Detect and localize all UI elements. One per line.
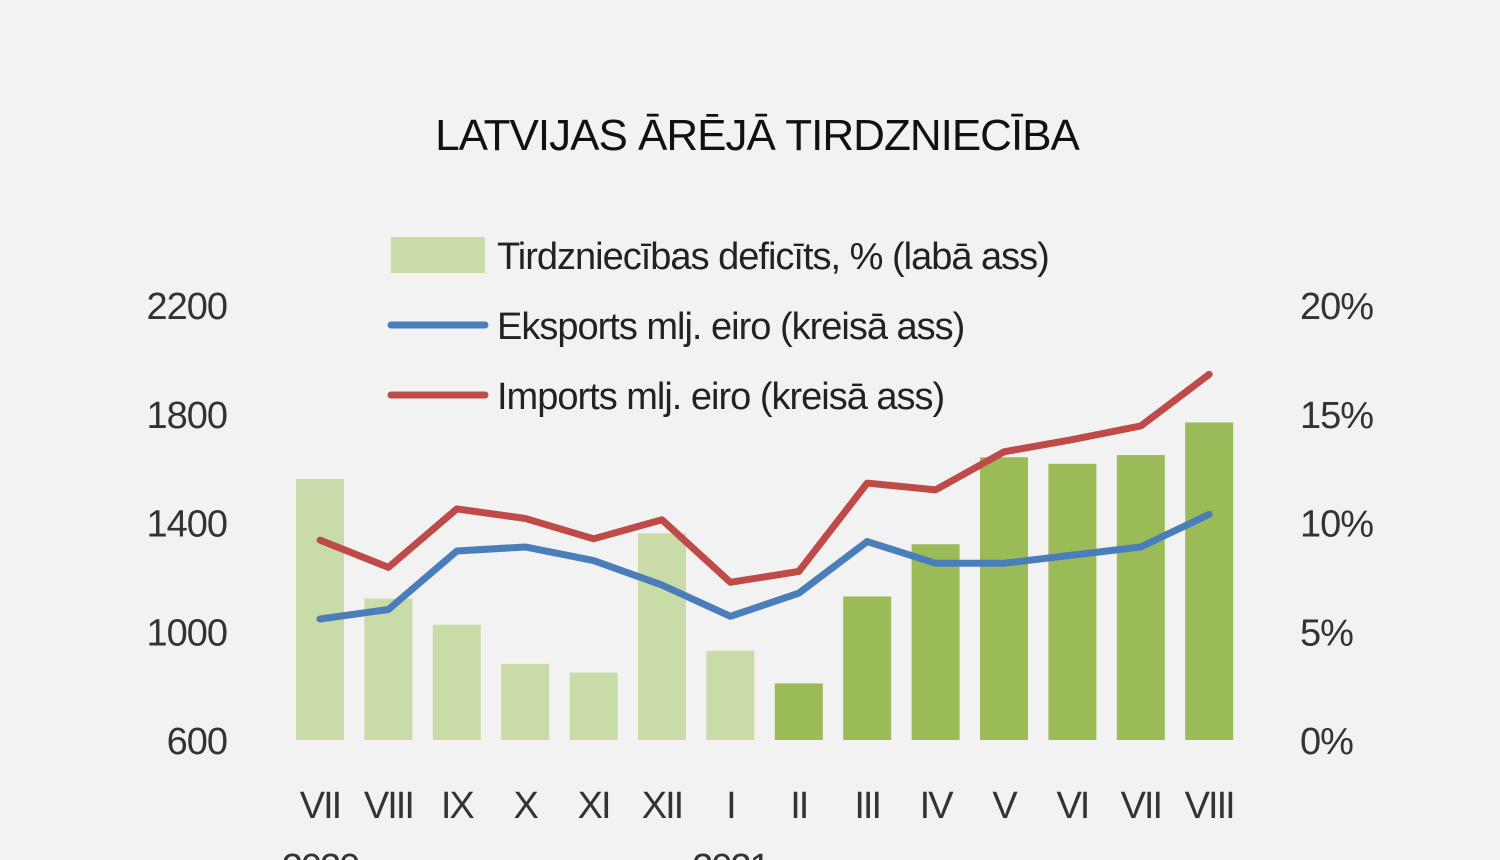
- deficit-bar: [638, 533, 686, 740]
- x-axis: VIIVIIIIXXXIXIIIIIIIIIVVVIVIIVIII2020202…: [282, 785, 1236, 860]
- right-axis: 0% 5% 10% 15% 20%: [1300, 286, 1374, 763]
- deficit-bar: [1116, 455, 1165, 740]
- deficit-bar: [774, 683, 823, 740]
- left-tick-label: 600: [167, 721, 227, 763]
- deficit-bars: [296, 422, 1234, 740]
- deficit-bar: [569, 672, 618, 740]
- category-label: VII: [300, 785, 340, 827]
- left-tick-label: 2200: [146, 286, 227, 328]
- trade-lines: [316, 370, 1213, 623]
- category-label: IV: [920, 785, 955, 827]
- deficit-bar: [1185, 422, 1234, 740]
- deficit-bar: [501, 663, 550, 740]
- legend-label: Tirdzniecības deficīts, % (labā ass): [497, 236, 1049, 278]
- chart-title: LATVIJAS ĀRĒJĀ TIRDZNIECĪBA: [435, 111, 1080, 160]
- category-label: III: [854, 785, 880, 827]
- category-label: II: [790, 785, 807, 827]
- category-label: X: [514, 785, 539, 827]
- deficit-bar: [432, 624, 481, 740]
- deficit-bar: [364, 598, 413, 740]
- deficit-bar: [706, 650, 755, 740]
- legend-label: Eksports mlj. eiro (kreisā ass): [497, 306, 964, 348]
- right-tick-label: 20%: [1300, 286, 1373, 328]
- export-line: [316, 510, 1213, 623]
- right-tick-label: 10%: [1300, 504, 1373, 546]
- category-label: IX: [441, 785, 475, 827]
- deficit-bar: [843, 596, 892, 740]
- year-label: 2021: [692, 847, 769, 860]
- left-tick-label: 1000: [146, 612, 227, 654]
- deficit-bar: [1048, 463, 1097, 740]
- category-label: VI: [1056, 785, 1088, 827]
- category-label: VIII: [364, 785, 413, 827]
- legend-swatch-deficit: [391, 237, 485, 273]
- deficit-bar: [911, 544, 960, 740]
- legend-label: Imports mlj. eiro (kreisā ass): [497, 376, 944, 418]
- left-tick-label: 1800: [146, 395, 227, 437]
- right-tick-label: 0%: [1300, 721, 1353, 763]
- left-axis: 600 1000 1400 1800 2200: [146, 286, 228, 763]
- right-tick-label: 15%: [1300, 395, 1373, 437]
- category-label: XII: [642, 785, 682, 827]
- category-label: V: [992, 785, 1018, 827]
- category-label: VIII: [1185, 785, 1234, 827]
- import-line: [316, 370, 1213, 586]
- category-label: VII: [1121, 785, 1161, 827]
- left-tick-label: 1400: [146, 504, 227, 546]
- category-label: XI: [578, 785, 610, 827]
- legend: Tirdzniecības deficīts, % (labā ass) Eksp…: [387, 236, 1050, 418]
- right-tick-label: 5%: [1300, 612, 1353, 654]
- year-label: 2020: [282, 847, 359, 860]
- deficit-bar: [980, 457, 1028, 740]
- deficit-bar: [296, 479, 344, 740]
- category-label: I: [726, 785, 735, 827]
